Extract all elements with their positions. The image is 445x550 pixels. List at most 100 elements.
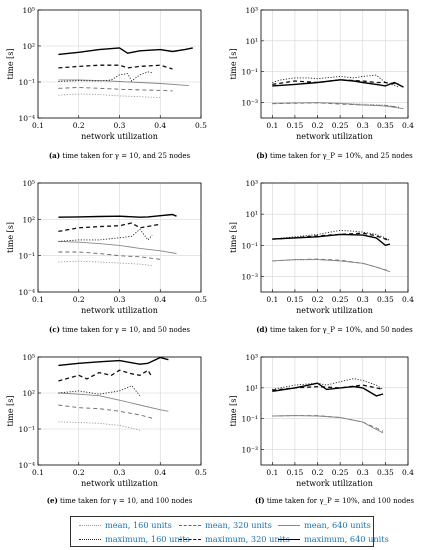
x-axis-label: network utilization xyxy=(296,479,373,488)
series-line-mean-640-units xyxy=(272,102,404,110)
x-tick-label: 0.25 xyxy=(332,468,349,477)
x-tick-label: 0.35 xyxy=(377,121,394,130)
series-line-maximum-640-units xyxy=(58,213,177,218)
y-tick-label: 10⁻¹ xyxy=(241,241,258,250)
y-tick-label: 10⁵ xyxy=(22,353,35,362)
y-tick-label: 10³ xyxy=(245,179,258,188)
panel-caption-tag: (e) xyxy=(47,496,58,505)
legend-item-mean-320: mean, 320 units xyxy=(179,518,275,532)
x-tick-label: 0.35 xyxy=(377,468,394,477)
plot-frame xyxy=(260,182,409,293)
legend-label-max-320: maximum, 320 units xyxy=(205,534,290,544)
panel-caption: (a) time taken for γ = 10, and 25 nodes xyxy=(49,151,191,160)
panel-caption-tag: (b) xyxy=(256,151,268,160)
x-tick-label: 0.1 xyxy=(266,121,278,130)
x-tick-label: 0.4 xyxy=(402,121,414,130)
panel-caption-tag: (a) xyxy=(49,151,60,160)
plot-frame xyxy=(260,356,409,466)
x-tick-label: 0.1 xyxy=(32,295,44,304)
series-line-mean-160-units xyxy=(58,93,161,99)
series-line-mean-320-units xyxy=(272,415,384,432)
legend-swatch-max-160 xyxy=(79,539,101,540)
x-axis-label: network utilization xyxy=(81,306,158,315)
y-axis-label: time [s] xyxy=(229,222,238,253)
series-line-mean-640-units xyxy=(58,240,177,254)
y-tick-label: 10² xyxy=(22,42,35,51)
panel-caption-text: time taken for γ = 10, and 50 nodes xyxy=(60,326,190,334)
x-tick-label: 0.2 xyxy=(312,295,324,304)
x-tick-label: 0.4 xyxy=(402,295,414,304)
series-line-maximum-320-units xyxy=(58,369,153,382)
panel-caption: (b) time taken for γ_P = 10%, and 25 nod… xyxy=(256,151,413,160)
y-tick-label: 10³ xyxy=(245,6,258,15)
panel-caption: (e) time taken for γ = 10, and 100 nodes xyxy=(47,496,193,505)
series-line-maximum-160-units xyxy=(272,378,384,390)
y-tick-label: 10³ xyxy=(245,353,258,362)
series-line-mean-160-units xyxy=(58,260,153,267)
x-tick-label: 0.2 xyxy=(73,121,85,130)
x-axis-label: network utilization xyxy=(81,479,158,488)
y-tick-label: 10⁻¹ xyxy=(241,68,258,77)
panel-caption-text: time taken for γ = 10, and 100 nodes xyxy=(58,497,193,505)
legend-label-mean-320: mean, 320 units xyxy=(205,520,272,530)
series-line-maximum-320-units xyxy=(58,222,161,233)
x-tick-label: 0.2 xyxy=(312,468,324,477)
y-axis-label: time [s] xyxy=(229,396,238,427)
x-tick-label: 0.4 xyxy=(154,295,166,304)
legend-swatch-max-640 xyxy=(278,539,300,540)
series-line-mean-320-units xyxy=(58,87,173,92)
y-axis-label: time [s] xyxy=(6,222,15,253)
x-tick-label: 0.5 xyxy=(195,468,207,477)
series-line-mean-160-units xyxy=(58,421,141,431)
y-tick-label: 10⁻⁴ xyxy=(18,114,35,123)
panel-caption: (f) time taken for γ_P = 10%, and 100 no… xyxy=(255,496,414,505)
y-axis-label: time [s] xyxy=(229,49,238,80)
y-tick-label: 10⁵ xyxy=(22,6,35,15)
y-axis-label: time [s] xyxy=(6,49,15,80)
series-line-maximum-160-units xyxy=(272,229,391,241)
chart-panel-1: 0.1 0.2 0.3 0.4 0.5 10⁻⁴ 10⁻¹ 10² 10⁵ network uti… xyxy=(6,6,207,160)
y-tick-label: 10⁻³ xyxy=(241,272,258,281)
y-tick-label: 10¹ xyxy=(245,210,258,219)
panel-caption-text: time taken for γ_P = 10%, and 25 nodes xyxy=(268,152,413,160)
x-tick-label: 0.3 xyxy=(114,468,126,477)
legend: mean, 160 units mean, 320 units mean, 64… xyxy=(70,516,389,547)
y-tick-label: 10⁻⁴ xyxy=(18,461,35,470)
x-tick-label: 0.1 xyxy=(266,468,278,477)
y-tick-label: 10⁵ xyxy=(22,179,35,188)
x-tick-label: 0.3 xyxy=(357,121,369,130)
y-tick-label: 10⁻¹ xyxy=(18,78,35,87)
x-tick-label: 0.2 xyxy=(312,121,324,130)
series-line-mean-320-units xyxy=(272,258,391,272)
panel-caption-tag: (d) xyxy=(256,325,268,334)
x-tick-label: 0.35 xyxy=(377,295,394,304)
panel-caption-text: time taken for γ_P = 10%, and 50 nodes xyxy=(268,326,413,334)
legend-swatch-max-320 xyxy=(179,539,201,540)
series-line-maximum-640-units xyxy=(58,47,193,56)
series-line-mean-320-units xyxy=(58,404,153,419)
x-axis-label: network utilization xyxy=(81,132,158,141)
x-tick-label: 0.3 xyxy=(357,468,369,477)
series-line-mean-640-units xyxy=(58,79,189,87)
x-tick-label: 0.3 xyxy=(357,295,369,304)
legend-swatch-mean-640 xyxy=(278,525,300,526)
series-line-mean-640-units xyxy=(272,415,384,434)
y-tick-label: 10⁻³ xyxy=(241,99,258,108)
legend-label-mean-640: mean, 640 units xyxy=(304,520,371,530)
y-tick-label: 10¹ xyxy=(245,37,258,46)
legend-label-max-160: maximum, 160 units xyxy=(105,534,190,544)
x-tick-label: 0.1 xyxy=(32,121,44,130)
legend-item-mean-640: mean, 640 units xyxy=(278,518,374,532)
series-line-mean-640-units xyxy=(272,259,391,273)
chart-panel-3: 0.1 0.2 0.3 0.4 0.5 10⁻⁴ 10⁻¹ 10² 10⁵ network uti… xyxy=(6,179,207,334)
legend-item-max-320: maximum, 320 units xyxy=(179,532,290,546)
series-line-maximum-160-units xyxy=(58,228,153,242)
series-line-maximum-640-units xyxy=(58,356,169,367)
x-tick-label: 0.4 xyxy=(402,468,414,477)
x-tick-label: 0.3 xyxy=(114,121,126,130)
y-tick-label: 10¹ xyxy=(245,384,258,393)
chart-panel-6: 0.1 0.15 0.2 0.25 0.3 0.35 0.4 10⁻³ 10⁻¹ 10¹ 10³ ne… xyxy=(229,353,414,505)
x-tick-label: 0.5 xyxy=(195,295,207,304)
panel-caption-tag: (c) xyxy=(49,325,60,334)
legend-item-max-160: maximum, 160 units xyxy=(79,532,190,546)
